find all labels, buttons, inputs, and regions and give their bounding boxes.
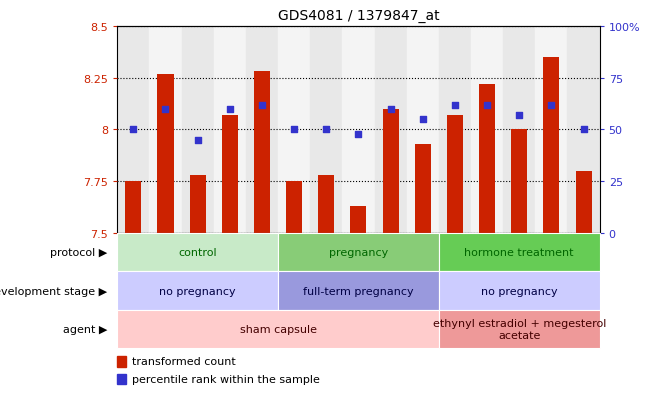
Point xyxy=(385,106,396,113)
Bar xyxy=(535,27,567,233)
Bar xyxy=(254,72,270,233)
Bar xyxy=(214,27,246,233)
Bar xyxy=(278,233,439,272)
Bar xyxy=(439,233,600,272)
Bar xyxy=(447,116,463,233)
Text: development stage ▶: development stage ▶ xyxy=(0,286,107,296)
Text: protocol ▶: protocol ▶ xyxy=(50,247,107,258)
Bar xyxy=(543,58,559,233)
Bar xyxy=(439,272,600,310)
Point xyxy=(546,102,557,109)
Text: agent ▶: agent ▶ xyxy=(63,324,107,335)
Text: no pregnancy: no pregnancy xyxy=(159,286,236,296)
Bar xyxy=(383,109,399,233)
Point xyxy=(417,116,428,123)
Point xyxy=(160,106,171,113)
Bar xyxy=(479,85,495,233)
Bar xyxy=(117,233,278,272)
Bar xyxy=(125,182,141,233)
Bar xyxy=(157,74,174,233)
Point xyxy=(514,112,525,119)
Point xyxy=(289,127,299,133)
Point xyxy=(257,102,267,109)
Bar xyxy=(117,356,126,367)
Title: GDS4081 / 1379847_at: GDS4081 / 1379847_at xyxy=(277,9,440,23)
Bar xyxy=(286,182,302,233)
Text: percentile rank within the sample: percentile rank within the sample xyxy=(133,374,320,384)
Text: ethynyl estradiol + megesterol
acetate: ethynyl estradiol + megesterol acetate xyxy=(433,318,606,340)
Point xyxy=(321,127,332,133)
Bar xyxy=(182,27,214,233)
Bar xyxy=(350,206,366,233)
Bar xyxy=(342,27,375,233)
Bar xyxy=(471,27,503,233)
Bar xyxy=(190,176,206,233)
Point xyxy=(450,102,460,109)
Bar xyxy=(567,27,600,233)
Text: control: control xyxy=(178,247,217,258)
Text: pregnancy: pregnancy xyxy=(329,247,388,258)
Text: sham capsule: sham capsule xyxy=(240,324,316,335)
Bar xyxy=(222,116,238,233)
Bar xyxy=(117,374,126,384)
Point xyxy=(482,102,492,109)
Bar xyxy=(278,272,439,310)
Bar xyxy=(576,171,592,233)
Bar xyxy=(407,27,439,233)
Bar xyxy=(439,310,600,349)
Bar xyxy=(375,27,407,233)
Text: full-term pregnancy: full-term pregnancy xyxy=(303,286,414,296)
Text: transformed count: transformed count xyxy=(133,356,237,366)
Bar xyxy=(117,310,439,349)
Bar xyxy=(278,27,310,233)
Point xyxy=(128,127,139,133)
Text: no pregnancy: no pregnancy xyxy=(481,286,557,296)
Text: hormone treatment: hormone treatment xyxy=(464,247,574,258)
Point xyxy=(353,131,364,138)
Point xyxy=(192,137,203,144)
Bar xyxy=(117,27,149,233)
Bar xyxy=(246,27,278,233)
Bar xyxy=(117,272,278,310)
Bar xyxy=(149,27,182,233)
Bar xyxy=(439,27,471,233)
Bar xyxy=(318,176,334,233)
Bar xyxy=(503,27,535,233)
Point xyxy=(224,106,235,113)
Point xyxy=(578,127,589,133)
Bar xyxy=(310,27,342,233)
Bar xyxy=(415,145,431,233)
Bar xyxy=(511,130,527,233)
